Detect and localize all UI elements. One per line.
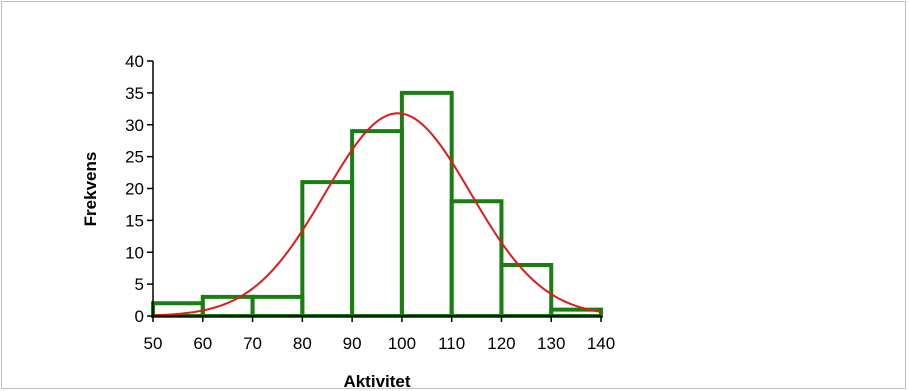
y-tick-label-10: 10 [125,243,144,262]
y-tick-label-5: 5 [135,275,144,294]
y-tick-label-40: 40 [125,52,144,71]
y-tick-label-15: 15 [125,211,144,230]
x-tick-label-50: 50 [144,334,163,353]
x-tick-label-90: 90 [343,334,362,353]
x-tick-label-110: 110 [438,334,465,353]
histogram-bar-6 [449,199,504,318]
y-tick-label-35: 35 [125,84,144,103]
y-tick-label-25: 25 [125,148,144,167]
labels-layer: 0 5 10 15 20 25 30 35 40 50 60 70 80 90 100 110 120 130 14… [125,52,615,353]
x-tick-label-80: 80 [293,334,312,353]
x-tick-label-120: 120 [487,334,515,353]
histogram-bar-4 [350,129,404,318]
x-tick-label-130: 130 [537,334,565,353]
histogram-bar-5 [399,90,454,318]
x-tick-label-140: 140 [587,334,615,353]
y-axis-title: Frekvens [81,152,100,227]
histogram-bar-3 [300,180,355,318]
curve-layer [152,112,602,317]
x-tick-label-100: 100 [388,334,416,353]
bars-layer [151,90,604,318]
y-tick-label-0: 0 [135,307,144,326]
x-axis-title: Aktivitet [343,372,410,391]
normal-curve [152,112,602,317]
x-tick-label-60: 60 [193,334,212,353]
axes-layer [147,60,602,322]
histogram-bar-1 [200,294,255,318]
x-tick-label-70: 70 [243,334,262,353]
histogram-bar-2 [250,294,305,318]
y-tick-label-30: 30 [125,116,144,135]
y-tick-label-20: 20 [125,180,144,199]
